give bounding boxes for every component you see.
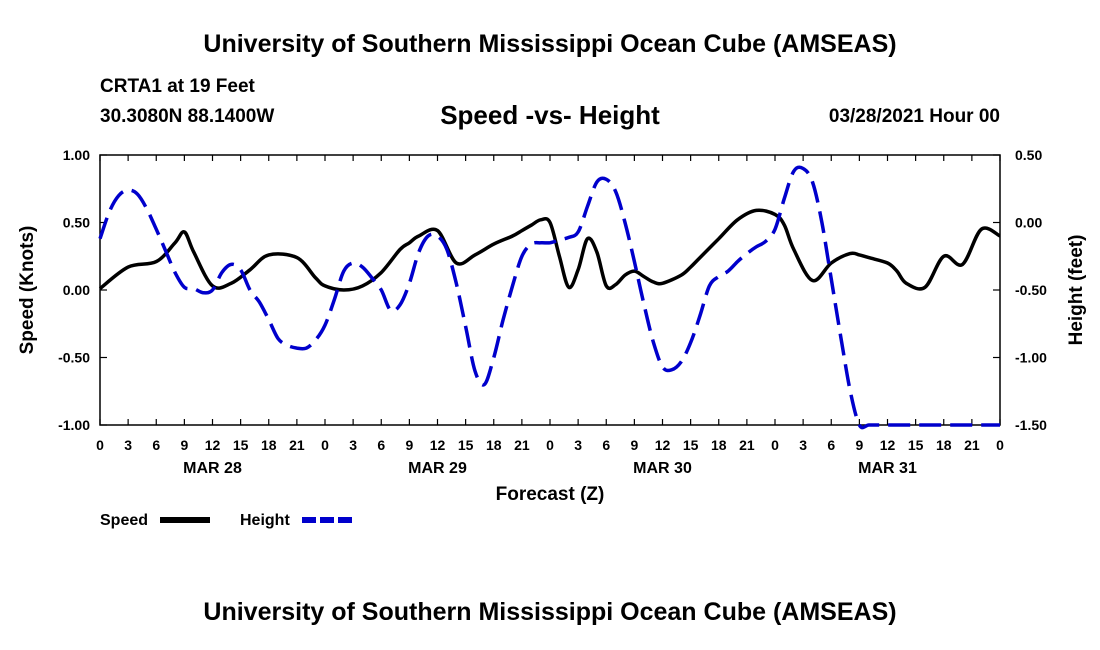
x-tick-label: 6 [152,437,160,453]
y-tick-label: 1.00 [63,147,90,163]
station-label: CRTA1 at 19 Feet [100,76,255,97]
x-tick-label: 15 [458,437,474,453]
x-tick-label: 18 [711,437,727,453]
x-tick-label: 0 [996,437,1004,453]
x-tick-label: 3 [799,437,807,453]
y2-tick-label: -0.50 [1015,282,1047,298]
chart-legend: Speed Height [100,512,352,529]
chart-axes: 0 3 6 9 12 15 18 21 0 3 6 9 12 15 18 21 0 3 6 9 12 15 18 21 0 3 6 9… [17,147,1087,505]
y2-tick-label: 0.00 [1015,215,1042,231]
series-line-height [98,165,1000,430]
x-tick-label: 9 [405,437,413,453]
date-label: MAR 31 [858,460,917,477]
x-tick-label: 21 [514,437,530,453]
x-tick-label: 15 [233,437,249,453]
x-tick-label: 9 [180,437,188,453]
forecast-datetime: 03/28/2021 Hour 00 [828,106,1000,127]
footer-title: University of Southern Mississippi Ocean… [203,598,897,626]
x-tick-label: 15 [683,437,699,453]
y-tick-label: 0.50 [63,215,90,231]
x-tick-label: 12 [880,437,896,453]
plot-frame [99,154,1001,426]
y-tick-label: -1.00 [58,417,90,433]
y2-tick-label: -1.00 [1015,350,1047,366]
coordinates-label: 30.3080N 88.1400W [100,106,275,127]
x-tick-label: 0 [96,437,104,453]
x-tick-label: 3 [124,437,132,453]
legend-label-height: Height [240,512,290,529]
chart-title: University of Southern Mississippi Ocean… [203,30,897,58]
x-tick-label: 6 [377,437,385,453]
x-tick-label: 9 [630,437,638,453]
chart-subtitle: Speed -vs- Height [440,100,660,130]
x-tick-label: 21 [964,437,980,453]
x-tick-label: 18 [936,437,952,453]
chart-series [98,165,1001,430]
date-label: MAR 29 [408,460,467,477]
y2-tick-label: 0.50 [1015,147,1042,163]
y-tick-label: -0.50 [58,350,90,366]
x-tick-label: 12 [205,437,221,453]
legend-label-speed: Speed [100,512,148,529]
x-tick-label: 12 [655,437,671,453]
x-axis-label: Forecast (Z) [496,484,605,505]
x-tick-label: 18 [261,437,277,453]
x-tick-label: 18 [486,437,502,453]
x-tick-label: 0 [546,437,554,453]
y-axis-label: Speed (Knots) [17,226,38,355]
x-tick-label: 6 [602,437,610,453]
x-tick-label: 0 [771,437,779,453]
x-tick-label: 21 [289,437,305,453]
x-tick-label: 12 [430,437,446,453]
x-tick-label: 21 [739,437,755,453]
x-tick-label: 9 [855,437,863,453]
y2-axis-label: Height (feet) [1066,235,1087,346]
date-label: MAR 30 [633,460,692,477]
date-label: MAR 28 [183,460,242,477]
x-tick-label: 15 [908,437,924,453]
y-tick-label: 0.00 [63,282,90,298]
series-line-speed [98,208,1001,292]
y2-tick-label: -1.50 [1015,417,1047,433]
x-tick-label: 0 [321,437,329,453]
x-tick-label: 3 [349,437,357,453]
x-tick-label: 3 [574,437,582,453]
x-tick-label: 6 [827,437,835,453]
